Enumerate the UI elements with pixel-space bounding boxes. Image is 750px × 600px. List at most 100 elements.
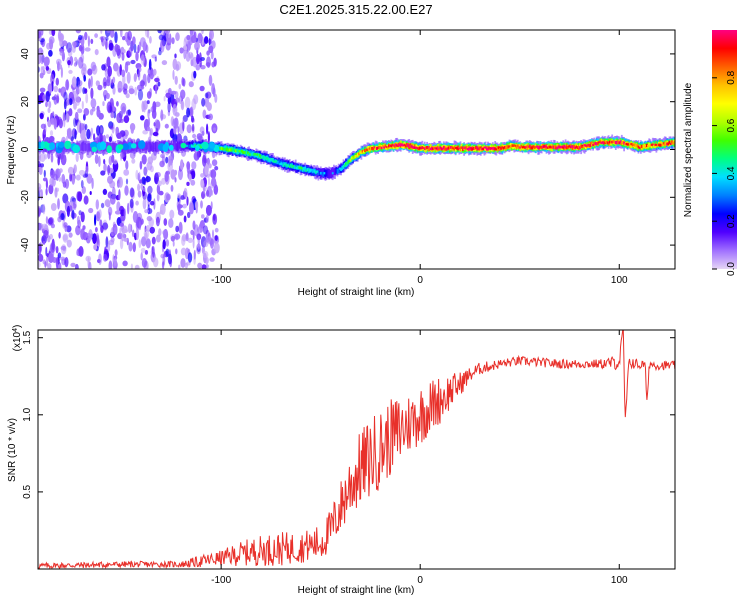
noise-speckle bbox=[131, 229, 135, 238]
ridge-cell bbox=[546, 146, 549, 149]
ridge-cell bbox=[414, 144, 416, 149]
noise-speckle bbox=[183, 187, 188, 198]
ridge-cell bbox=[337, 168, 340, 174]
ridge-blob bbox=[99, 141, 107, 151]
ridge-cell bbox=[278, 159, 280, 165]
noise-speckle bbox=[154, 56, 157, 62]
ridge-cell bbox=[220, 147, 223, 151]
noise-speckle bbox=[72, 44, 76, 53]
noise-speckle bbox=[43, 229, 49, 239]
noise-speckle bbox=[40, 123, 46, 129]
ridge-cell bbox=[416, 147, 419, 150]
noise-speckle bbox=[113, 62, 119, 72]
ridge-cell bbox=[84, 142, 87, 152]
ridge-cell bbox=[557, 145, 560, 149]
noise-speckle bbox=[192, 231, 195, 240]
noise-speckle bbox=[83, 113, 86, 121]
noise-speckle bbox=[141, 154, 147, 165]
noise-speckle bbox=[213, 242, 220, 254]
ridge-cell bbox=[350, 156, 353, 160]
spectrogram-noise-region bbox=[38, 30, 220, 269]
noise-speckle bbox=[187, 237, 193, 243]
noise-speckle bbox=[212, 214, 216, 221]
noise-speckle bbox=[125, 178, 129, 185]
ridge-cell bbox=[462, 146, 464, 150]
noise-speckle bbox=[108, 136, 112, 143]
noise-speckle bbox=[111, 186, 116, 199]
noise-speckle bbox=[75, 153, 79, 163]
ridge-cell bbox=[330, 168, 333, 179]
noise-speckle bbox=[197, 262, 203, 269]
ridge-cell bbox=[342, 166, 345, 169]
noise-speckle bbox=[202, 250, 209, 259]
ridge-cell bbox=[457, 147, 459, 151]
ridge-cell bbox=[515, 146, 518, 149]
ridge-cell bbox=[395, 143, 397, 147]
noise-speckle bbox=[75, 263, 79, 269]
noise-speckle bbox=[76, 251, 79, 256]
noise-speckle bbox=[78, 246, 84, 257]
ridge-cell bbox=[398, 143, 401, 147]
noise-speckle bbox=[102, 222, 109, 230]
ridge-cell bbox=[402, 144, 405, 147]
noise-speckle bbox=[208, 74, 213, 86]
noise-speckle bbox=[127, 109, 131, 116]
ridge-cell bbox=[315, 170, 317, 174]
noise-speckle bbox=[204, 92, 209, 99]
ridge-cell bbox=[640, 145, 642, 148]
noise-speckle bbox=[140, 247, 146, 253]
noise-speckle bbox=[180, 161, 184, 170]
ridge-cell bbox=[613, 140, 616, 144]
noise-speckle bbox=[109, 125, 114, 130]
ridge-cell bbox=[594, 141, 597, 146]
x-tick-label: -100 bbox=[211, 275, 231, 286]
ridge-cell bbox=[453, 146, 456, 149]
noise-speckle bbox=[167, 101, 171, 113]
ridge-cell bbox=[280, 162, 283, 166]
ridge-cell bbox=[178, 141, 181, 149]
ridge-cell bbox=[442, 146, 445, 149]
noise-speckle bbox=[149, 226, 155, 234]
noise-speckle bbox=[128, 47, 133, 57]
noise-speckle bbox=[144, 250, 148, 255]
noise-speckle bbox=[145, 176, 151, 183]
ridge-cell bbox=[404, 144, 407, 147]
noise-speckle bbox=[162, 229, 168, 236]
noise-speckle bbox=[142, 187, 146, 192]
ridge-blob bbox=[118, 144, 124, 150]
noise-speckle bbox=[125, 93, 130, 99]
ridge-cell bbox=[479, 146, 482, 152]
noise-speckle bbox=[69, 172, 72, 182]
noise-speckle bbox=[106, 101, 112, 113]
ridge-cell bbox=[415, 146, 418, 149]
noise-speckle bbox=[132, 36, 136, 45]
ridge-cell bbox=[632, 143, 635, 146]
noise-speckle bbox=[186, 163, 190, 175]
ridge-cell bbox=[370, 147, 372, 151]
noise-speckle bbox=[48, 100, 52, 109]
ridge-cell bbox=[316, 168, 319, 178]
ridge-cell bbox=[429, 147, 432, 150]
noise-speckle bbox=[48, 252, 54, 264]
ridge-blob bbox=[72, 144, 81, 154]
noise-speckle bbox=[180, 89, 186, 100]
y-tick-label: -20 bbox=[20, 190, 31, 205]
ridge-cell bbox=[268, 158, 271, 162]
ridge-cell bbox=[229, 148, 231, 152]
ridge-cell bbox=[583, 144, 586, 147]
noise-speckle bbox=[90, 87, 94, 100]
ridge-cell bbox=[373, 146, 376, 149]
ridge-cell bbox=[284, 162, 286, 166]
noise-speckle bbox=[186, 181, 190, 186]
ridge-cell bbox=[269, 158, 272, 162]
ridge-cell bbox=[454, 147, 457, 150]
noise-speckle bbox=[139, 160, 143, 170]
noise-speckle bbox=[108, 260, 113, 269]
noise-speckle bbox=[123, 208, 126, 218]
noise-speckle bbox=[38, 30, 41, 39]
noise-speckle bbox=[153, 257, 159, 268]
ridge-cell bbox=[292, 165, 295, 168]
noise-speckle bbox=[128, 241, 133, 252]
ridge-cell bbox=[390, 144, 393, 148]
noise-speckle bbox=[76, 215, 80, 226]
